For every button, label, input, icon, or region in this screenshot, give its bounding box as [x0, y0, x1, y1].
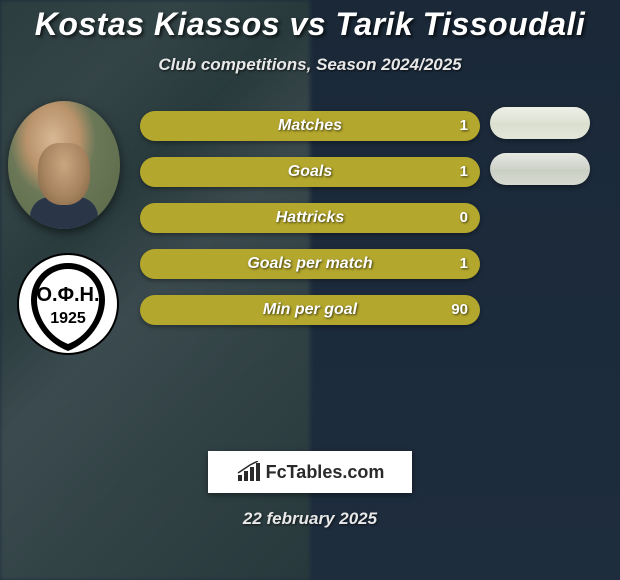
pill-gloss — [490, 107, 590, 139]
stat-bar: 90Min per goal — [140, 295, 480, 325]
page-title: Kostas Kiassos vs Tarik Tissoudali — [0, 6, 620, 43]
bar-label: Goals — [140, 157, 480, 187]
date-text: 22 february 2025 — [0, 509, 620, 529]
footer: FcTables.com 22 february 2025 — [0, 451, 620, 529]
chart-icon — [236, 461, 262, 483]
stat-bar: 1Goals — [140, 157, 480, 187]
subtitle: Club competitions, Season 2024/2025 — [0, 55, 620, 75]
brand-text: FcTables.com — [266, 462, 385, 483]
right-column-pills — [490, 107, 600, 199]
stat-bar: 1Matches — [140, 111, 480, 141]
bar-label: Goals per match — [140, 249, 480, 279]
player-photo — [8, 101, 120, 229]
brand-logo-box: FcTables.com — [208, 451, 413, 493]
bar-label: Hattricks — [140, 203, 480, 233]
bar-label: Min per goal — [140, 295, 480, 325]
comparison-pill — [490, 107, 590, 139]
stat-bar: 1Goals per match — [140, 249, 480, 279]
infographic-container: Kostas Kiassos vs Tarik Tissoudali Club … — [0, 0, 620, 580]
comparison-bars: 1Matches 1Goals 0Hattricks 1Goals per match… — [140, 111, 480, 341]
stat-bar: 0Hattricks — [140, 203, 480, 233]
club-year-text: 1925 — [50, 310, 86, 327]
left-column: Ο.Φ.Η. 1925 — [8, 101, 128, 355]
club-greek-text: Ο.Φ.Η. — [36, 284, 99, 306]
pill-gloss — [490, 153, 590, 185]
club-badge: Ο.Φ.Η. 1925 — [17, 253, 119, 355]
bar-label: Matches — [140, 111, 480, 141]
main-area: Ο.Φ.Η. 1925 1Matches 1Goals 0Hattricks 1Goa… — [0, 103, 620, 403]
comparison-pill — [490, 153, 590, 185]
